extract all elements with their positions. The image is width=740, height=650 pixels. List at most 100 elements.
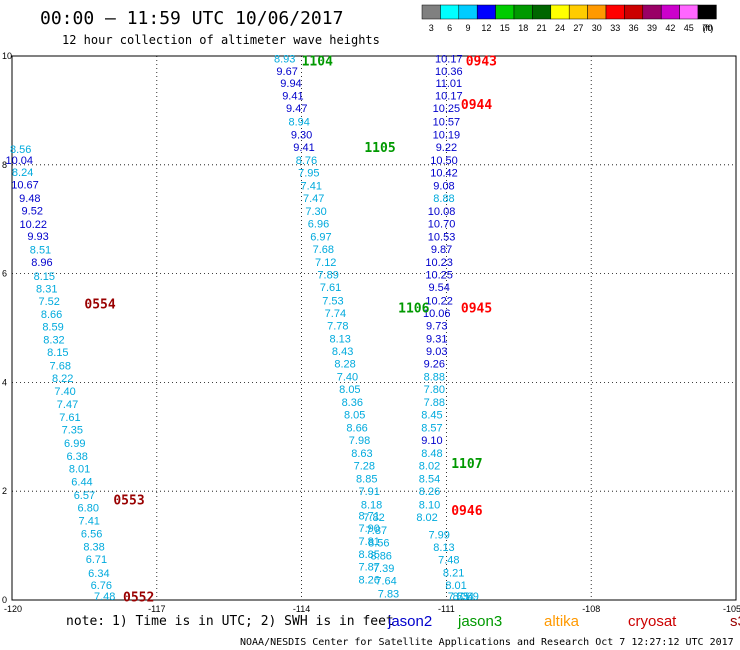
legend-label: 15 [500,23,510,33]
wave-height-value: 7.53 [322,295,343,307]
wave-height-value: 7.91 [358,486,379,498]
wave-height-value: 8.76 [296,155,317,167]
wave-height-value: 7.41 [301,180,322,192]
wave-height-value: 8.94 [288,116,309,128]
wave-height-value: 7.83 [378,588,399,600]
wave-height-value: 6.96 [308,219,329,231]
wave-height-value: 8.63 [351,448,372,460]
wave-height-value: 7.81 [358,536,379,548]
wave-height-value: 7.41 [79,516,100,528]
y-tick-label: 6 [2,269,7,279]
note-text: 1) Time is in UTC; 2) SWH is in feet [112,614,394,629]
wave-height-value: 10.53 [428,232,456,244]
axis-ticks: -120 -117 -114 -111 -108 -105 0 2 4 6 8 10 [2,51,740,614]
wave-height-value: 7.47 [57,399,78,411]
wave-height-value: 8.85 [358,549,379,561]
satellite-name: jason3 [457,613,502,630]
wave-height-value: 7.87 [358,561,379,573]
wave-height-value: 7.87 [366,525,387,537]
x-tick-label: -111 [438,604,455,614]
wave-height-value: 7.74 [325,308,346,320]
wave-height-value: 7.78 [327,320,348,332]
legend-swatch [697,4,717,20]
wave-height-value: 6.44 [71,476,92,488]
wave-height-value: 7.52 [38,296,59,308]
wave-height-value: 9.10 [421,435,442,447]
wave-height-value: 8.56 [10,144,31,156]
wave-height-value: 7.40 [337,371,358,383]
pass-time-label: 1107 [451,457,482,472]
wave-height-value: 7.39 [373,563,394,575]
legend-label: 18 [518,23,528,33]
legend-label: 70 [702,23,712,33]
wave-height-value: 8.18 [361,499,382,511]
legend-swatch [660,4,680,20]
pass-time-label: 0945 [461,301,492,316]
legend-label: 21 [537,23,547,33]
y-tick-label: 2 [2,486,7,496]
wave-height-value: 7.64 [375,575,396,587]
wave-height-value: 10.25 [433,103,461,115]
wave-height-value: 10.19 [433,129,461,141]
wave-height-value: 6.71 [86,554,107,566]
legend-swatch [679,4,699,20]
wave-height-value: 7.47 [303,193,324,205]
wave-height-value: 7.40 [54,386,75,398]
wave-height-value: 10.57 [433,116,461,128]
wave-height-value: 6.38 [66,451,87,463]
legend-swatch [550,4,570,20]
wave-height-value: 9.94 [280,78,301,90]
wave-height-value: 8.51 [30,245,51,257]
wave-height-value: 8.01 [445,580,466,592]
legend-label: 9 [465,23,470,33]
y-tick-label: 8 [2,160,7,170]
wave-height-value: 8.45 [421,409,442,421]
legend-label: 45 [684,23,694,33]
wave-height-value: 8.86 [371,550,392,562]
wave-height-value: 10.04 [5,155,33,167]
wave-height-value: 6.97 [310,232,331,244]
wave-height-value: 8.01 [69,463,90,475]
satellite-name: jason2 [387,613,432,630]
wave-height-value: 8.13 [330,333,351,345]
wave-height-value: 10.17 [435,91,463,103]
x-tick-label: -108 [582,604,600,614]
wave-height-value: 9.41 [282,91,303,103]
wave-height-value: 7.82 [363,512,384,524]
wave-height-value: 7.80 [424,384,445,396]
wave-height-value: 8.66 [346,423,367,435]
pass-time-label: 0944 [461,98,492,113]
wave-height-value: 9.47 [286,103,307,115]
legend-swatch [532,4,552,20]
wave-height-value: 9.31 [426,333,447,345]
wave-height-value: 8.66 [41,309,62,321]
wave-height-value: 7.68 [313,244,334,256]
legend-swatch [440,4,460,20]
jason2-track: 10.1710.3611.0110.1710.2510.5710.199.221… [416,54,478,603]
wave-height-value: 8.26 [358,574,379,586]
pass-time-label: 1104 [302,54,333,69]
grid-lines [12,56,736,600]
legend-label: 33 [610,23,620,33]
wave-height-value: 9.30 [291,129,312,141]
wave-height-value: 9.73 [426,320,447,332]
wave-height-value: 7.99 [428,530,449,542]
wave-height-value: 10.23 [425,257,453,269]
wave-height-value: 8.13 [433,542,454,554]
wave-height-value: 8.93 [274,54,295,66]
wave-height-value: 10.42 [430,167,458,179]
satellite-name: s3a [730,613,740,630]
wave-height-value: 8.85 [356,474,377,486]
wave-height-value: 8.59 [42,321,63,333]
legend-label: 27 [573,23,583,33]
satellite-legend: jason2 jason3 altika cryosat s3a [387,613,740,630]
wave-height-value: 10.67 [11,179,39,191]
y-tick-label: 0 [2,595,7,605]
wave-height-value: 7.35 [62,425,83,437]
pass-time-label: 0946 [451,504,482,519]
wave-height-marks: 8.5610.048.2410.679.489.5210.229.938.518… [5,54,478,603]
wave-height-value: 7.68 [50,361,71,373]
wave-height-value: 9.08 [433,180,454,192]
pass-time-label: 0553 [113,493,144,508]
wave-height-value: 10.50 [430,155,458,167]
